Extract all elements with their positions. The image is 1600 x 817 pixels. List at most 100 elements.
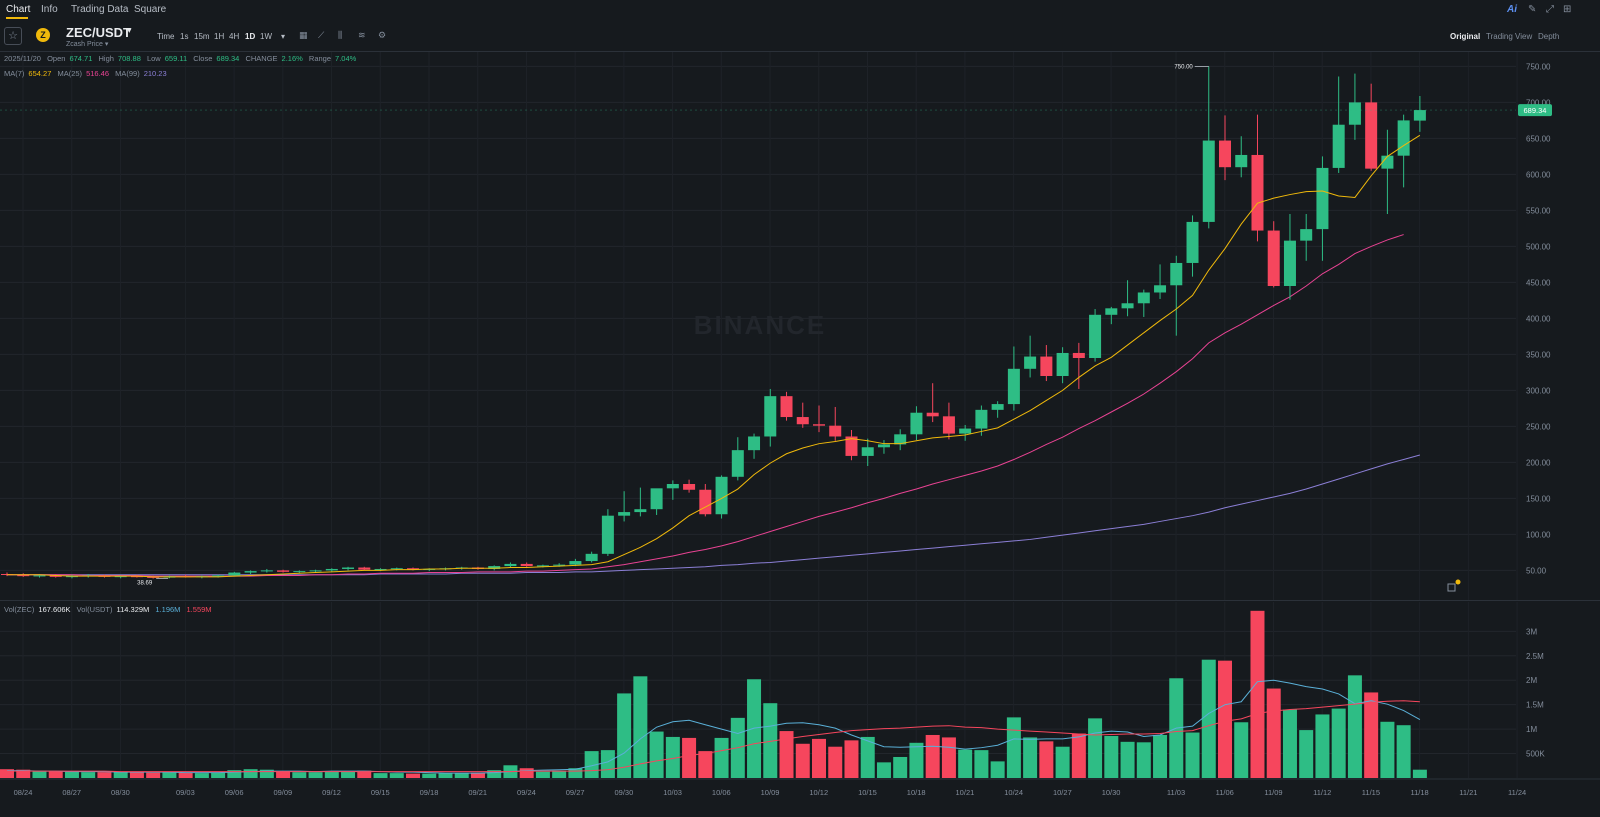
candle-body — [715, 476, 728, 515]
tab-chart[interactable]: Chart — [6, 4, 31, 15]
ohlc-legend: 2025/11/20 Open 674.71 High 708.88 Low 659.… — [4, 54, 360, 63]
legend-open: 674.71 — [69, 54, 93, 63]
volume-bar — [828, 746, 843, 778]
time-tick-label: 10/30 — [1102, 788, 1121, 797]
vol-zec-label: Vol(ZEC) — [4, 605, 35, 614]
time-tick-label: 09/03 — [176, 788, 195, 797]
volume-tick-label: 2M — [1526, 676, 1537, 685]
price-tick-label: 250.00 — [1526, 422, 1551, 431]
volume-bar — [243, 769, 258, 778]
volume-bar — [389, 773, 404, 778]
ma-legend: MA(7) 654.27 MA(25) 516.46 MA(99) 210.23 — [4, 69, 171, 78]
volume-bar — [698, 751, 713, 778]
volume-bar — [0, 769, 14, 778]
candle-body — [666, 484, 679, 489]
candle-body — [374, 568, 387, 570]
candle-body — [1381, 155, 1394, 169]
candle-body — [260, 570, 273, 572]
screenshot-icon — [1447, 583, 1456, 592]
volume-bar — [32, 770, 47, 778]
price-tick-label: 750.00 — [1526, 62, 1551, 71]
calendar-icon[interactable]: ▦ — [299, 30, 308, 40]
time-tick-label: 11/03 — [1167, 788, 1185, 797]
volume-bar — [227, 770, 242, 778]
ai-icon[interactable]: Ai — [1507, 4, 1517, 15]
volume-bar — [779, 731, 794, 778]
candle-body — [1072, 352, 1085, 358]
tab-info[interactable]: Info — [41, 4, 58, 15]
volume-chart[interactable]: 500K 1M 1.5M 2M 2.5M 3M 08/24 08/27 08/30 09/03 09… — [0, 602, 1600, 817]
fullscreen-icon[interactable]: ⤢ — [1546, 4, 1554, 15]
volume-bar — [487, 770, 502, 778]
symbol-selector[interactable]: ZEC/USDT — [66, 25, 131, 40]
ma25-value: 516.46 — [86, 69, 110, 78]
volume-bar — [633, 676, 648, 778]
indicators-icon[interactable]: ≋ — [358, 30, 366, 40]
volume-bar — [1380, 721, 1395, 778]
legend-close-label: Close — [193, 54, 213, 63]
volume-bar — [16, 769, 31, 778]
interval-4h[interactable]: 4H — [229, 32, 240, 41]
chevron-down-icon[interactable]: ▾ — [127, 25, 132, 35]
volume-bar — [617, 693, 632, 778]
interval-1h[interactable]: 1H — [214, 32, 225, 41]
active-tab-indicator — [6, 17, 28, 19]
edit-icon[interactable]: ✎ — [1528, 4, 1537, 15]
tab-square[interactable]: Square — [134, 4, 167, 15]
candle-body — [894, 434, 907, 445]
binance-watermark: BINANCE — [694, 310, 826, 340]
candle-body — [1170, 262, 1183, 286]
candle-body — [1413, 110, 1426, 121]
candle-body — [1300, 229, 1313, 241]
settings-icon[interactable]: ⚙ — [378, 30, 387, 40]
candle-body — [1365, 102, 1378, 169]
volume-tick-label: 2.5M — [1526, 652, 1544, 661]
volume-bar — [1153, 734, 1168, 778]
time-tick-label: 10/27 — [1053, 788, 1072, 797]
time-tick-label: 10/03 — [663, 788, 682, 797]
volume-legend: Vol(ZEC) 167.606K Vol(USDT) 114.329M 1.196… — [4, 605, 216, 614]
volume-bar — [1006, 717, 1021, 778]
price-tick-label: 150.00 — [1526, 494, 1551, 503]
candle-body — [1186, 221, 1199, 263]
view-original[interactable]: Original — [1450, 32, 1481, 41]
asset-subtitle[interactable]: Zcash Price ▾ — [66, 41, 109, 48]
candle-type-icon[interactable]: ⫼ — [338, 30, 343, 40]
legend-high-label: High — [98, 54, 114, 63]
view-depth[interactable]: Depth — [1538, 32, 1560, 41]
tab-trading-data[interactable]: Trading Data — [71, 4, 129, 15]
ma7-value: 654.27 — [28, 69, 52, 78]
candle-body — [845, 436, 858, 456]
time-tick-label: 09/30 — [614, 788, 633, 797]
interval-15m[interactable]: 15m — [194, 32, 210, 41]
candle-body — [1202, 140, 1215, 222]
volume-bar — [1282, 709, 1297, 778]
interval-1w[interactable]: 1W — [260, 32, 272, 41]
favorite-star-icon[interactable]: ☆ — [4, 27, 22, 45]
interval-1s[interactable]: 1s — [180, 32, 189, 41]
volume-bar — [1104, 735, 1119, 778]
grid-icon[interactable]: ⊞ — [1563, 4, 1572, 15]
volume-bar — [1234, 722, 1249, 778]
price-tick-label: 100.00 — [1526, 530, 1551, 539]
interval-time[interactable]: Time — [157, 32, 175, 41]
line-chart-icon[interactable]: ⟋ — [318, 30, 325, 40]
volume-bar — [1185, 732, 1200, 778]
time-tick-label: 08/27 — [62, 788, 81, 797]
candle-body — [504, 563, 517, 567]
legend-range-label: Range — [308, 54, 332, 63]
pane-divider[interactable] — [0, 600, 1600, 601]
time-tick-label: 09/27 — [566, 788, 585, 797]
candle-body — [212, 575, 225, 577]
volume-bar — [584, 751, 599, 778]
candlestick-chart[interactable]: 50.00 100.00 150.00 200.00 250.00 300.00 350.0… — [0, 52, 1600, 600]
volume-bar — [422, 773, 437, 778]
volume-bar — [893, 756, 908, 778]
interval-more-dropdown[interactable]: ▾ — [281, 32, 286, 41]
vol-usdt-value: 114.329M — [116, 605, 150, 614]
view-trading-view[interactable]: Trading View — [1486, 32, 1533, 41]
volume-bar — [97, 772, 112, 778]
volume-bar — [81, 772, 96, 778]
interval-1d[interactable]: 1D — [245, 32, 256, 41]
time-tick-label: 10/18 — [907, 788, 926, 797]
